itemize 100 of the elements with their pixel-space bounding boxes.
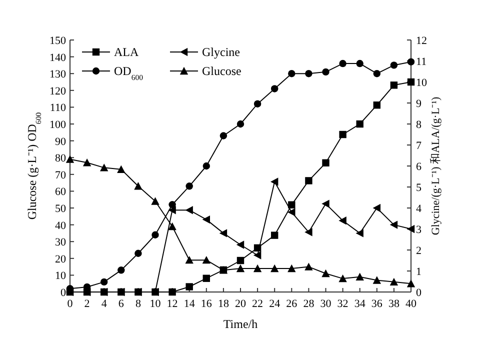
y-tick-label: 60 [55,186,66,198]
point [322,68,330,76]
point [288,264,296,272]
point [305,70,312,78]
x-tick-label: 30 [320,298,332,310]
y-tick-label: 30 [55,236,66,249]
point [236,240,244,249]
y-tick-label: 150 [50,35,66,47]
y2-tick-label: 6 [416,161,422,173]
x-tick-label: 28 [303,298,315,310]
y-tick-label: 130 [50,68,66,81]
point [168,201,176,208]
x-tick-label: 8 [135,298,142,310]
point [219,229,228,238]
y2-tick-label: 8 [416,119,422,131]
point [186,182,193,190]
x-tick-label: 12 [166,298,178,310]
point [100,278,108,286]
point [406,224,415,234]
y2-tick-label: 9 [416,98,422,110]
y2-tick-label: 1 [416,266,422,278]
point [373,102,380,109]
legend-label: OD$_{600}$ [114,64,144,82]
point [322,200,330,208]
point [304,228,312,236]
point [322,159,330,166]
point [236,120,244,128]
point [271,85,278,92]
y-tick-label: 140 [50,52,66,64]
point [236,264,245,272]
point [168,206,176,214]
x-tick-label: 22 [252,298,264,310]
x-tick-label: 24 [269,298,281,310]
point [406,280,416,288]
y-tick-label: 50 [55,203,66,215]
x-tick-label: 40 [406,298,417,310]
y2-axis-title: Glycine/(g·L⁻¹) 和ALA/(g·L⁻¹) [429,96,442,236]
y-tick-label: 40 [55,220,66,232]
x-axis-title: Time/h [223,317,258,331]
x-tick-label: 38 [388,298,400,310]
point [356,272,364,280]
x-tick-label: 34 [354,298,366,310]
point [168,288,176,296]
point [236,256,244,264]
y-tick-label: 110 [50,102,66,114]
y-tick-label: 10 [55,270,66,282]
point [253,251,262,260]
y2-tick-label: 5 [416,182,422,194]
point [372,204,380,212]
point [356,229,364,238]
point [134,182,142,190]
point [253,264,262,272]
y2-tick-label: 7 [416,140,422,152]
x-tick-label: 16 [200,298,212,310]
y2-tick-label: 4 [416,203,422,215]
point [118,266,125,274]
x-tick-label: 4 [101,298,108,310]
y2-tick-label: 2 [416,245,422,257]
y2-tick-label: 0 [416,287,422,299]
point [407,58,415,66]
point [304,262,313,270]
x-tick-label: 26 [286,298,298,310]
y-tick-label: 120 [50,85,66,98]
point [186,283,193,290]
x-tick-label: 6 [118,298,124,310]
y-tick-label: 20 [55,253,66,266]
point [339,130,346,138]
point [338,274,347,282]
point [254,100,262,108]
x-tick-label: 10 [150,298,162,310]
legend-label: Glucose [202,64,242,78]
point [66,155,74,163]
point [202,256,210,264]
point [322,269,330,278]
y2-tick-label: 12 [416,35,427,47]
y2-tick-label: 11 [416,56,427,68]
x-tick-label: 32 [337,298,348,310]
point [407,78,415,86]
y-tick-label: 0 [60,287,66,299]
point [356,60,364,68]
point [305,177,312,184]
point [288,201,296,208]
point [390,62,398,69]
point [372,276,381,284]
legend-label: ALA [114,45,139,59]
y-tick-label: 90 [55,136,66,148]
x-tick-label: 36 [371,298,383,310]
point [390,82,398,89]
point [356,120,364,128]
point [270,264,279,272]
point [100,164,108,172]
point [185,206,193,214]
point [271,232,278,239]
y-tick-label: 70 [55,169,66,182]
point [82,158,92,166]
legend-label: Glycine [202,45,240,59]
y2-tick-label: 10 [416,77,428,89]
point [220,132,228,140]
x-tick-label: 18 [218,298,230,310]
y-tick-label: 80 [55,152,66,165]
